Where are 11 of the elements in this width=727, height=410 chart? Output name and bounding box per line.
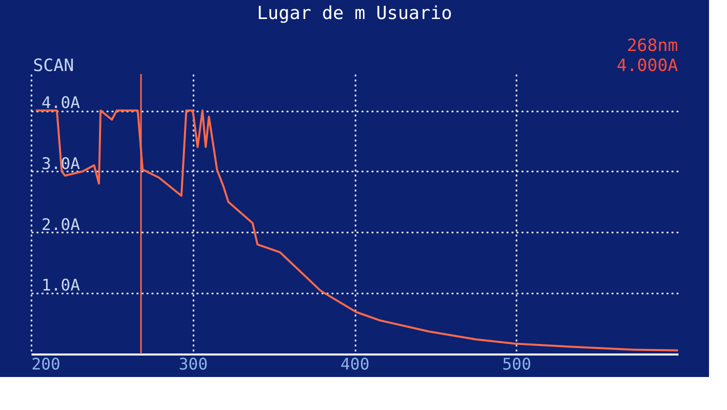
y-tick-label: 1.0A — [42, 276, 80, 295]
x-tick-label: 300 — [178, 354, 208, 374]
x-tick-label: 400 — [340, 354, 370, 374]
annotation: 4.000A — [616, 56, 678, 76]
y-tick-label: 2.0A — [42, 214, 80, 234]
annotation: SCAN — [33, 56, 74, 76]
y-tick-label: 4.0A — [42, 93, 80, 112]
x-tick-label: 200 — [32, 354, 60, 374]
text: 268nm — [626, 36, 678, 56]
chart-title: Lugar de m Usuario — [256, 3, 452, 24]
x-tick-label: 500 — [502, 354, 532, 374]
